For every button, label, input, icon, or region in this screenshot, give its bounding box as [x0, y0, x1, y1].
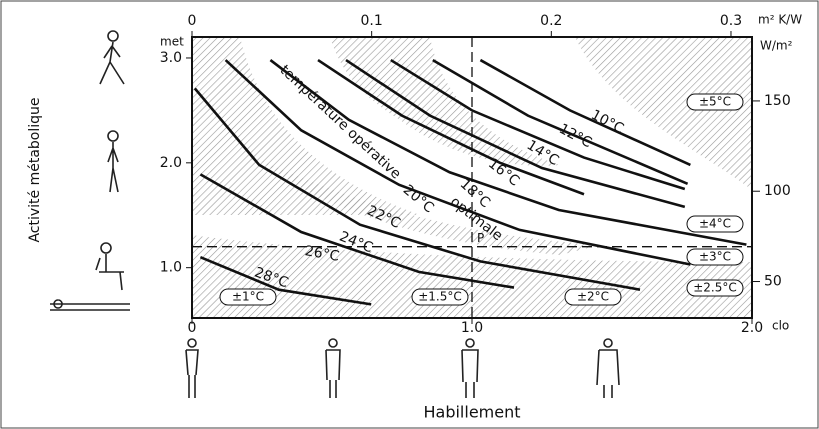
- isotherm: [317, 58, 585, 196]
- zone-label: ±5°C: [699, 95, 731, 109]
- x2-tick-label: 0: [188, 13, 197, 29]
- x-unit: clo: [772, 319, 789, 333]
- zone-label-box: [686, 279, 744, 297]
- zone-label-box: [564, 288, 622, 306]
- y2-tick-label: 150: [764, 93, 791, 109]
- isotherm: [432, 58, 689, 185]
- y2-unit: W/m²: [760, 39, 793, 53]
- activity-figures: [50, 30, 620, 398]
- x-axis-label: Habillement: [423, 403, 520, 422]
- zone-label-box: [219, 288, 277, 306]
- x-tick-label: 0: [188, 320, 197, 336]
- y-axis-label: Activité métabolique: [27, 97, 43, 242]
- y-unit: met: [160, 35, 184, 49]
- x2-tick-label: 0.2: [540, 13, 562, 29]
- isotherm: [199, 173, 515, 289]
- series-label: 26°C: [304, 243, 341, 265]
- zone-label: ±1°C: [232, 290, 264, 304]
- zone-label: ±4°C: [699, 217, 731, 231]
- isotherm: [199, 255, 372, 306]
- zone-label-box: [686, 215, 744, 233]
- isotherm: [390, 58, 686, 191]
- x2-unit: m² K/W: [758, 13, 802, 27]
- point-label: P: [477, 231, 484, 245]
- isotherm: [269, 59, 747, 246]
- y2-tick-label: 100: [764, 183, 791, 199]
- x-tick-label: 1.0: [461, 320, 483, 336]
- zone-label-box: [686, 248, 744, 266]
- y-tick-label: 2.0: [160, 155, 182, 171]
- zone-label: ±2°C: [577, 290, 609, 304]
- x2-tick-label: 0.1: [361, 13, 383, 29]
- y2-tick-label: 50: [764, 274, 782, 290]
- series-label: 10°C: [588, 107, 626, 137]
- isotherm: [479, 58, 691, 167]
- zone-label-box: [686, 93, 744, 111]
- zone-label: ±3°C: [699, 250, 731, 264]
- y-tick-label: 1.0: [160, 260, 182, 276]
- series-label: 12°C: [556, 121, 594, 151]
- zone-label: ±2.5°C: [693, 281, 737, 295]
- zone-label-box: [411, 288, 469, 306]
- zone-label: ±1.5°C: [418, 290, 462, 304]
- x-tick-label: 2.0: [741, 320, 763, 336]
- x2-tick-label: 0.3: [720, 13, 742, 29]
- isotherm: [193, 87, 641, 291]
- y-tick-label: 3.0: [160, 50, 182, 66]
- isotherm: [224, 59, 691, 266]
- isotherm: [345, 58, 686, 209]
